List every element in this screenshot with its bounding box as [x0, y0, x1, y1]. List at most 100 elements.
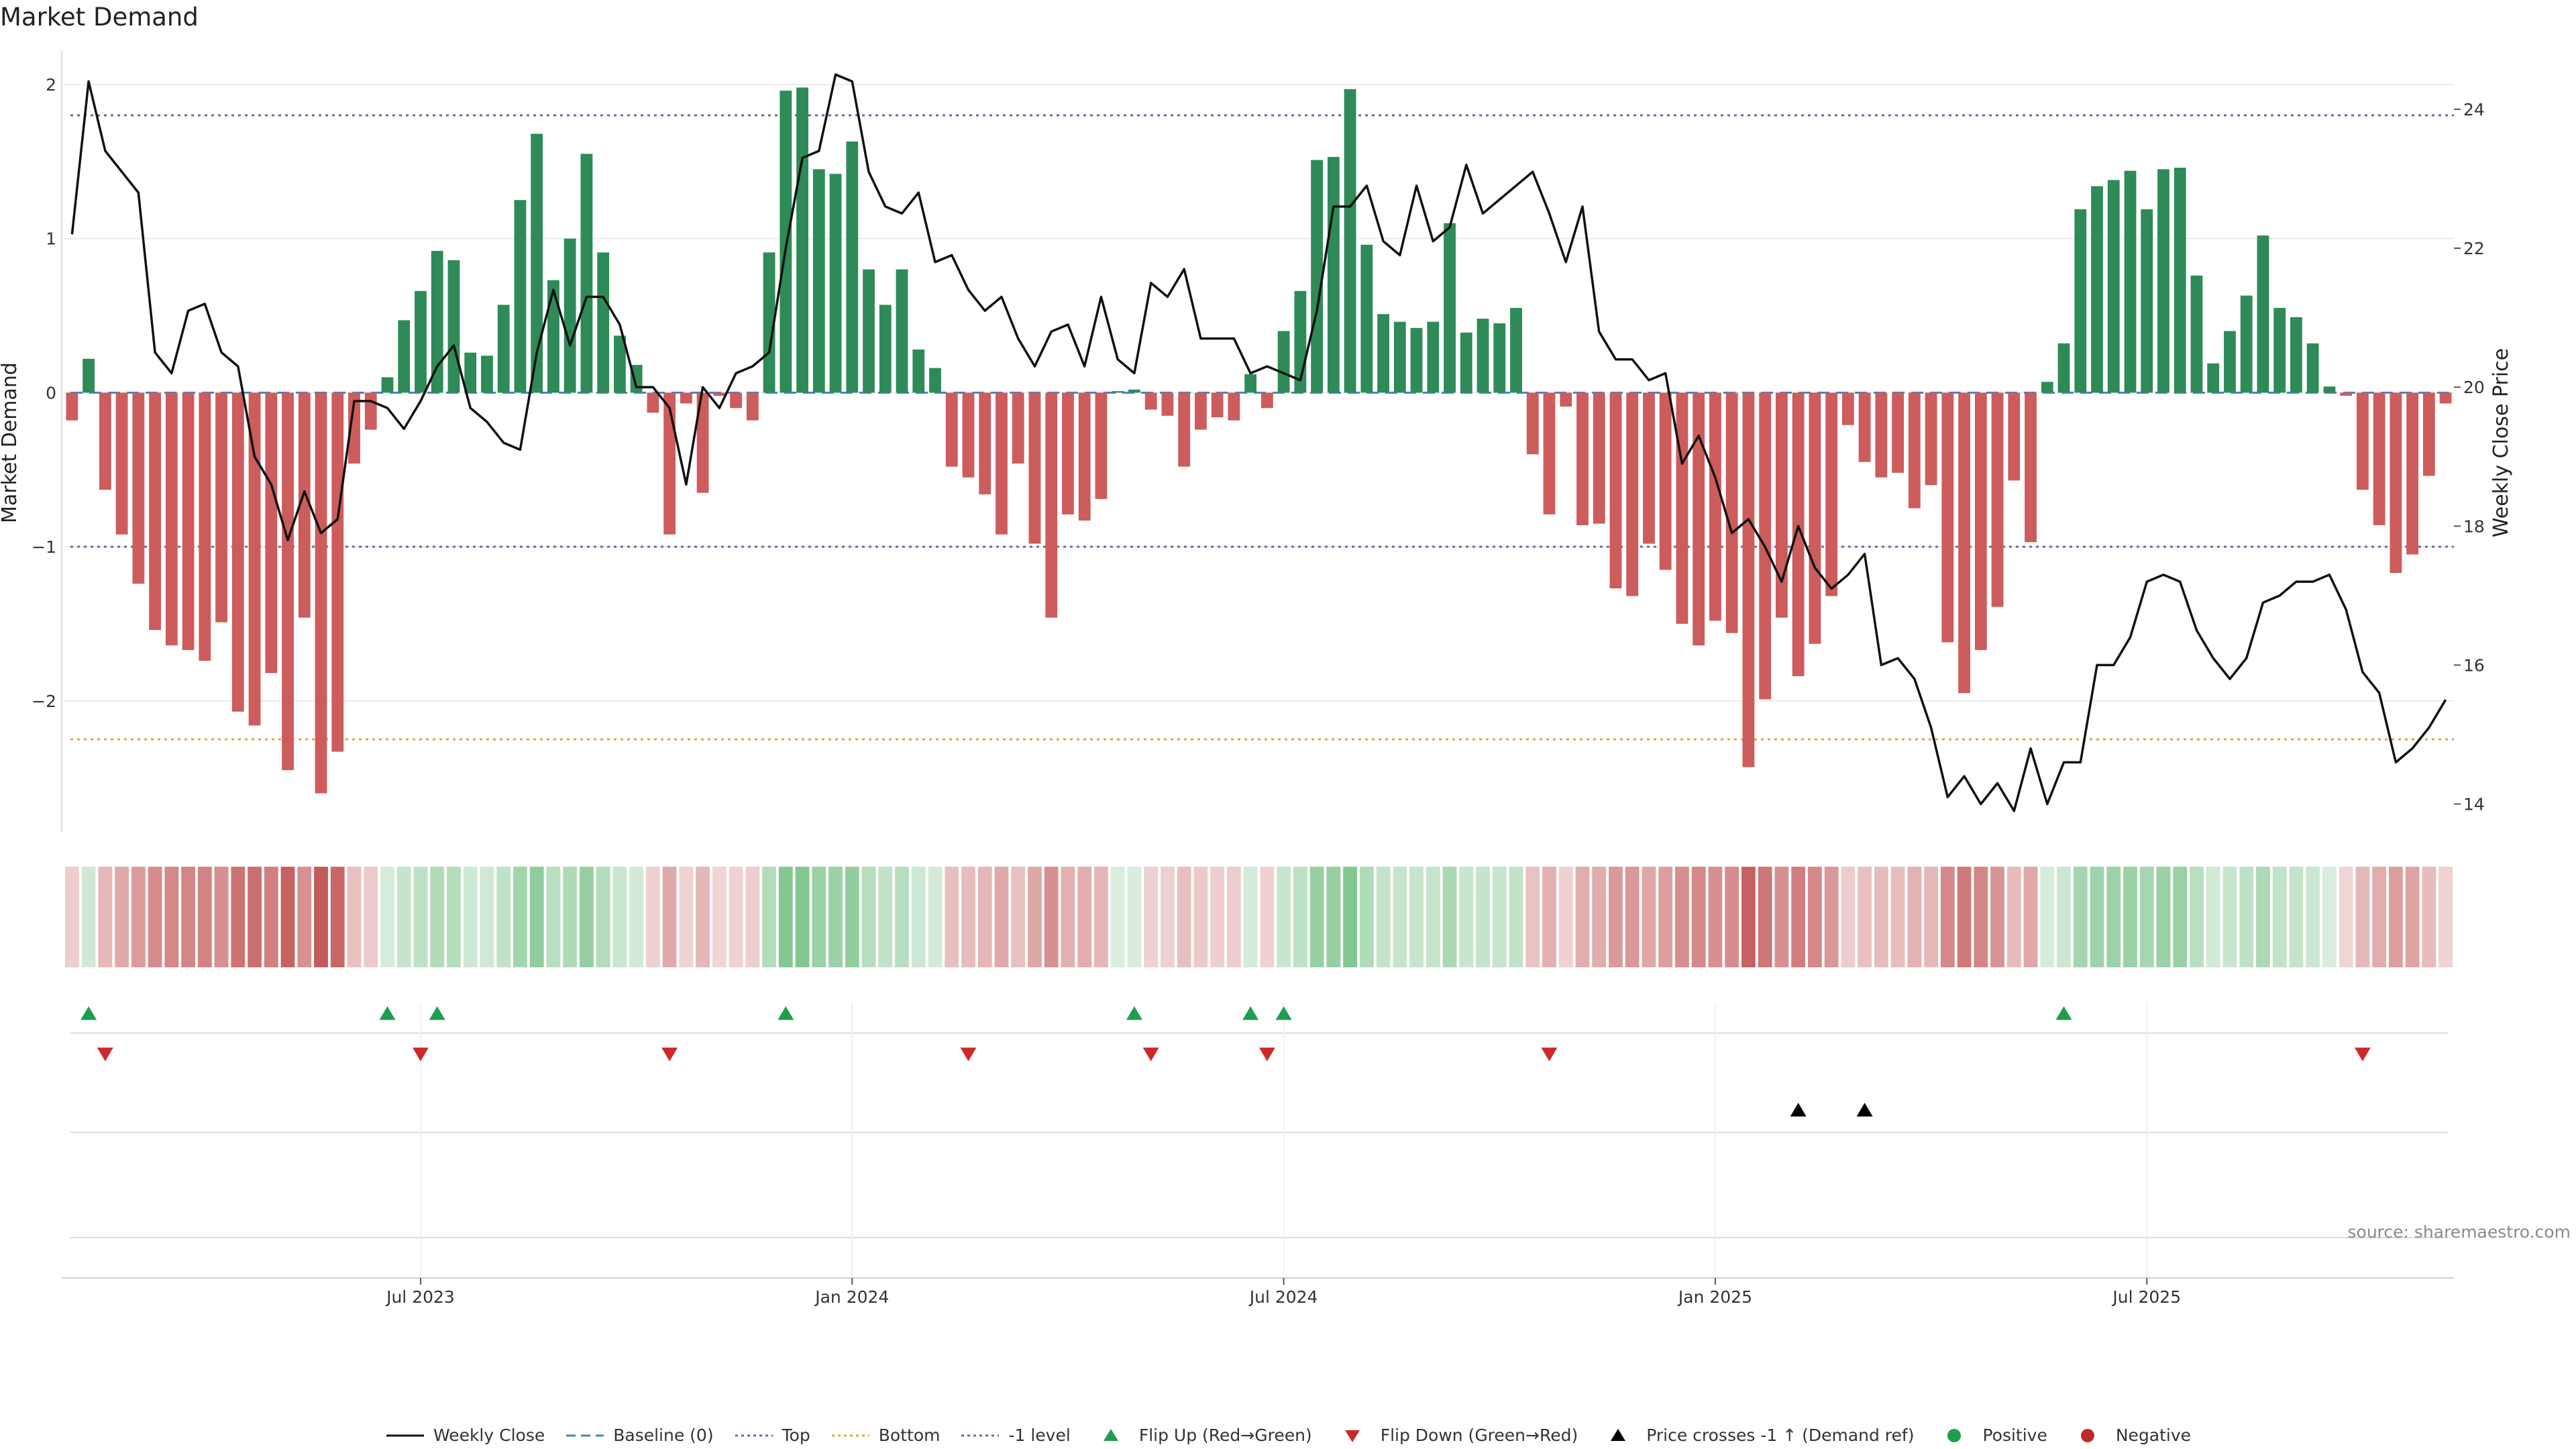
strip-cell — [812, 867, 826, 967]
demand-bar — [1062, 392, 1074, 515]
strip-cell — [480, 867, 494, 967]
strip-cell — [696, 867, 710, 967]
demand-bar — [796, 87, 808, 393]
demand-bar — [1526, 392, 1539, 455]
demand-bar — [2057, 343, 2070, 393]
demand-bar — [1112, 391, 1124, 393]
strip-cell — [1974, 867, 1988, 967]
strip-cell — [2438, 867, 2453, 967]
demand-bar — [231, 392, 244, 712]
strip-cell — [248, 867, 262, 967]
strip-cell — [2405, 867, 2420, 967]
strip-cell — [2073, 867, 2088, 967]
strip-cell — [463, 867, 478, 967]
demand-bar — [1908, 392, 1921, 508]
strip-cell — [1127, 867, 1142, 967]
strip-cell — [911, 867, 926, 967]
strip-cell — [878, 867, 893, 967]
strip-cell — [1509, 867, 1523, 967]
demand-bar — [1825, 392, 1838, 596]
demand-bar — [1078, 392, 1091, 521]
strip-cell — [181, 867, 195, 967]
strip-cell — [1442, 867, 1457, 967]
strip-cell — [895, 867, 909, 967]
strip-cell — [2389, 867, 2403, 967]
demand-bar — [613, 335, 626, 393]
x-tick-label: Jan 2024 — [814, 1287, 889, 1307]
flip-up-marker — [1126, 1006, 1142, 1020]
strip-cell — [1525, 867, 1540, 967]
demand-bar — [1128, 389, 1140, 393]
demand-bar — [2373, 392, 2385, 525]
demand-bar — [1194, 392, 1207, 430]
strip-cell — [314, 867, 328, 967]
chart-title: Market Demand — [0, 3, 199, 32]
demand-bar — [265, 392, 278, 674]
strip-cell — [977, 867, 992, 967]
demand-bar — [580, 154, 593, 393]
strip-cell — [1409, 867, 1424, 967]
demand-bar — [99, 392, 111, 490]
strip-cell — [396, 867, 411, 967]
legend-item: Weekly Close — [385, 1426, 545, 1445]
demand-bar — [1775, 392, 1788, 618]
demand-bar — [1477, 319, 1489, 393]
strip-cell — [2123, 867, 2137, 967]
demand-bar — [182, 392, 195, 650]
demand-bar — [1427, 321, 1440, 393]
demand-bar — [846, 141, 859, 393]
strip-cell — [1858, 867, 1872, 967]
strip-cell — [380, 867, 394, 967]
demand-bar — [1244, 374, 1257, 393]
strip-cell — [413, 867, 428, 967]
demand-bar — [1311, 160, 1324, 393]
strip-cell — [297, 867, 312, 967]
strip-cell — [131, 867, 146, 967]
demand-bar — [497, 305, 510, 393]
strip-cell — [2339, 867, 2353, 967]
y-axis-label: Market Demand — [0, 362, 21, 523]
x-tick-label: Jul 2025 — [2111, 1287, 2181, 1307]
demand-bar — [431, 251, 443, 393]
strip-cell — [2106, 867, 2121, 967]
price-cross-marker — [1856, 1103, 1873, 1117]
strip-cell — [1758, 867, 1772, 967]
strip-cell — [1675, 867, 1689, 967]
strip-cell — [1326, 867, 1341, 967]
legend-swatch — [961, 1434, 1000, 1436]
demand-bar — [165, 392, 178, 646]
legend-label: Top — [782, 1426, 810, 1445]
event-markers — [80, 1006, 2371, 1117]
demand-bar — [597, 252, 610, 393]
demand-bar — [2107, 180, 2120, 393]
strip-cell — [2156, 867, 2171, 967]
strip-cell — [1741, 867, 1756, 967]
strip-cell — [729, 867, 743, 967]
demand-bar — [1974, 392, 1987, 650]
demand-bar — [1560, 392, 1572, 407]
demand-bar — [912, 350, 925, 393]
demand-bar — [1875, 392, 1888, 478]
flip-down-marker — [2354, 1047, 2371, 1061]
strip-cell — [64, 867, 79, 967]
strip-cell — [1343, 867, 1357, 967]
legend-label: Flip Down (Green→Red) — [1380, 1426, 1578, 1445]
strip-cell — [1542, 867, 1556, 967]
demand-bar — [1925, 392, 1937, 486]
strip-cell — [430, 867, 445, 967]
legend-item: Top — [734, 1426, 810, 1445]
demand-bar — [996, 392, 1008, 535]
strip-cell — [2057, 867, 2071, 967]
flip-down-marker — [97, 1047, 113, 1061]
demand-bar — [1211, 392, 1224, 418]
weekly-close-line — [70, 73, 2447, 812]
legend-item: Positive — [1934, 1426, 2047, 1445]
strip-cell — [1824, 867, 1839, 967]
strip-cell — [662, 867, 677, 967]
strip-cell — [745, 867, 760, 967]
legend-swatch — [735, 1434, 773, 1436]
strip-cell — [264, 867, 278, 967]
demand-bar — [1493, 323, 1506, 393]
strip-cell — [1874, 867, 1888, 967]
strip-cell — [1260, 867, 1275, 967]
